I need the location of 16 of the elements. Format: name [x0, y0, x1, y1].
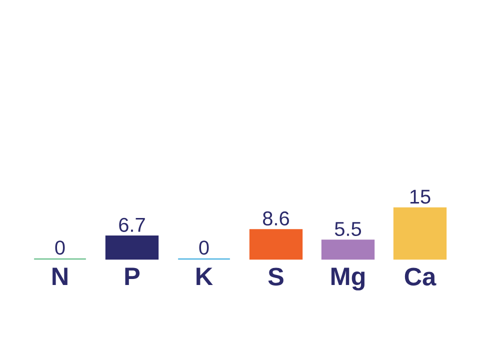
data-label: 6.7 — [119, 218, 145, 232]
x-tick-label: K — [196, 268, 213, 286]
bar — [249, 229, 303, 260]
data-label: 0 — [55, 240, 65, 255]
data-label: 15 — [410, 190, 430, 204]
data-label: 0 — [199, 240, 209, 255]
x-tick-label: S — [268, 268, 284, 286]
bar — [321, 240, 375, 260]
bar — [105, 236, 159, 260]
x-tick-label: N — [52, 268, 68, 286]
data-label: 8.6 — [263, 211, 289, 226]
data-label: 5.5 — [334, 222, 362, 236]
bar — [393, 207, 447, 260]
x-tick-label: P — [125, 268, 140, 286]
x-tick-label: Mg — [331, 268, 365, 290]
x-tick-label: Ca — [404, 268, 436, 286]
